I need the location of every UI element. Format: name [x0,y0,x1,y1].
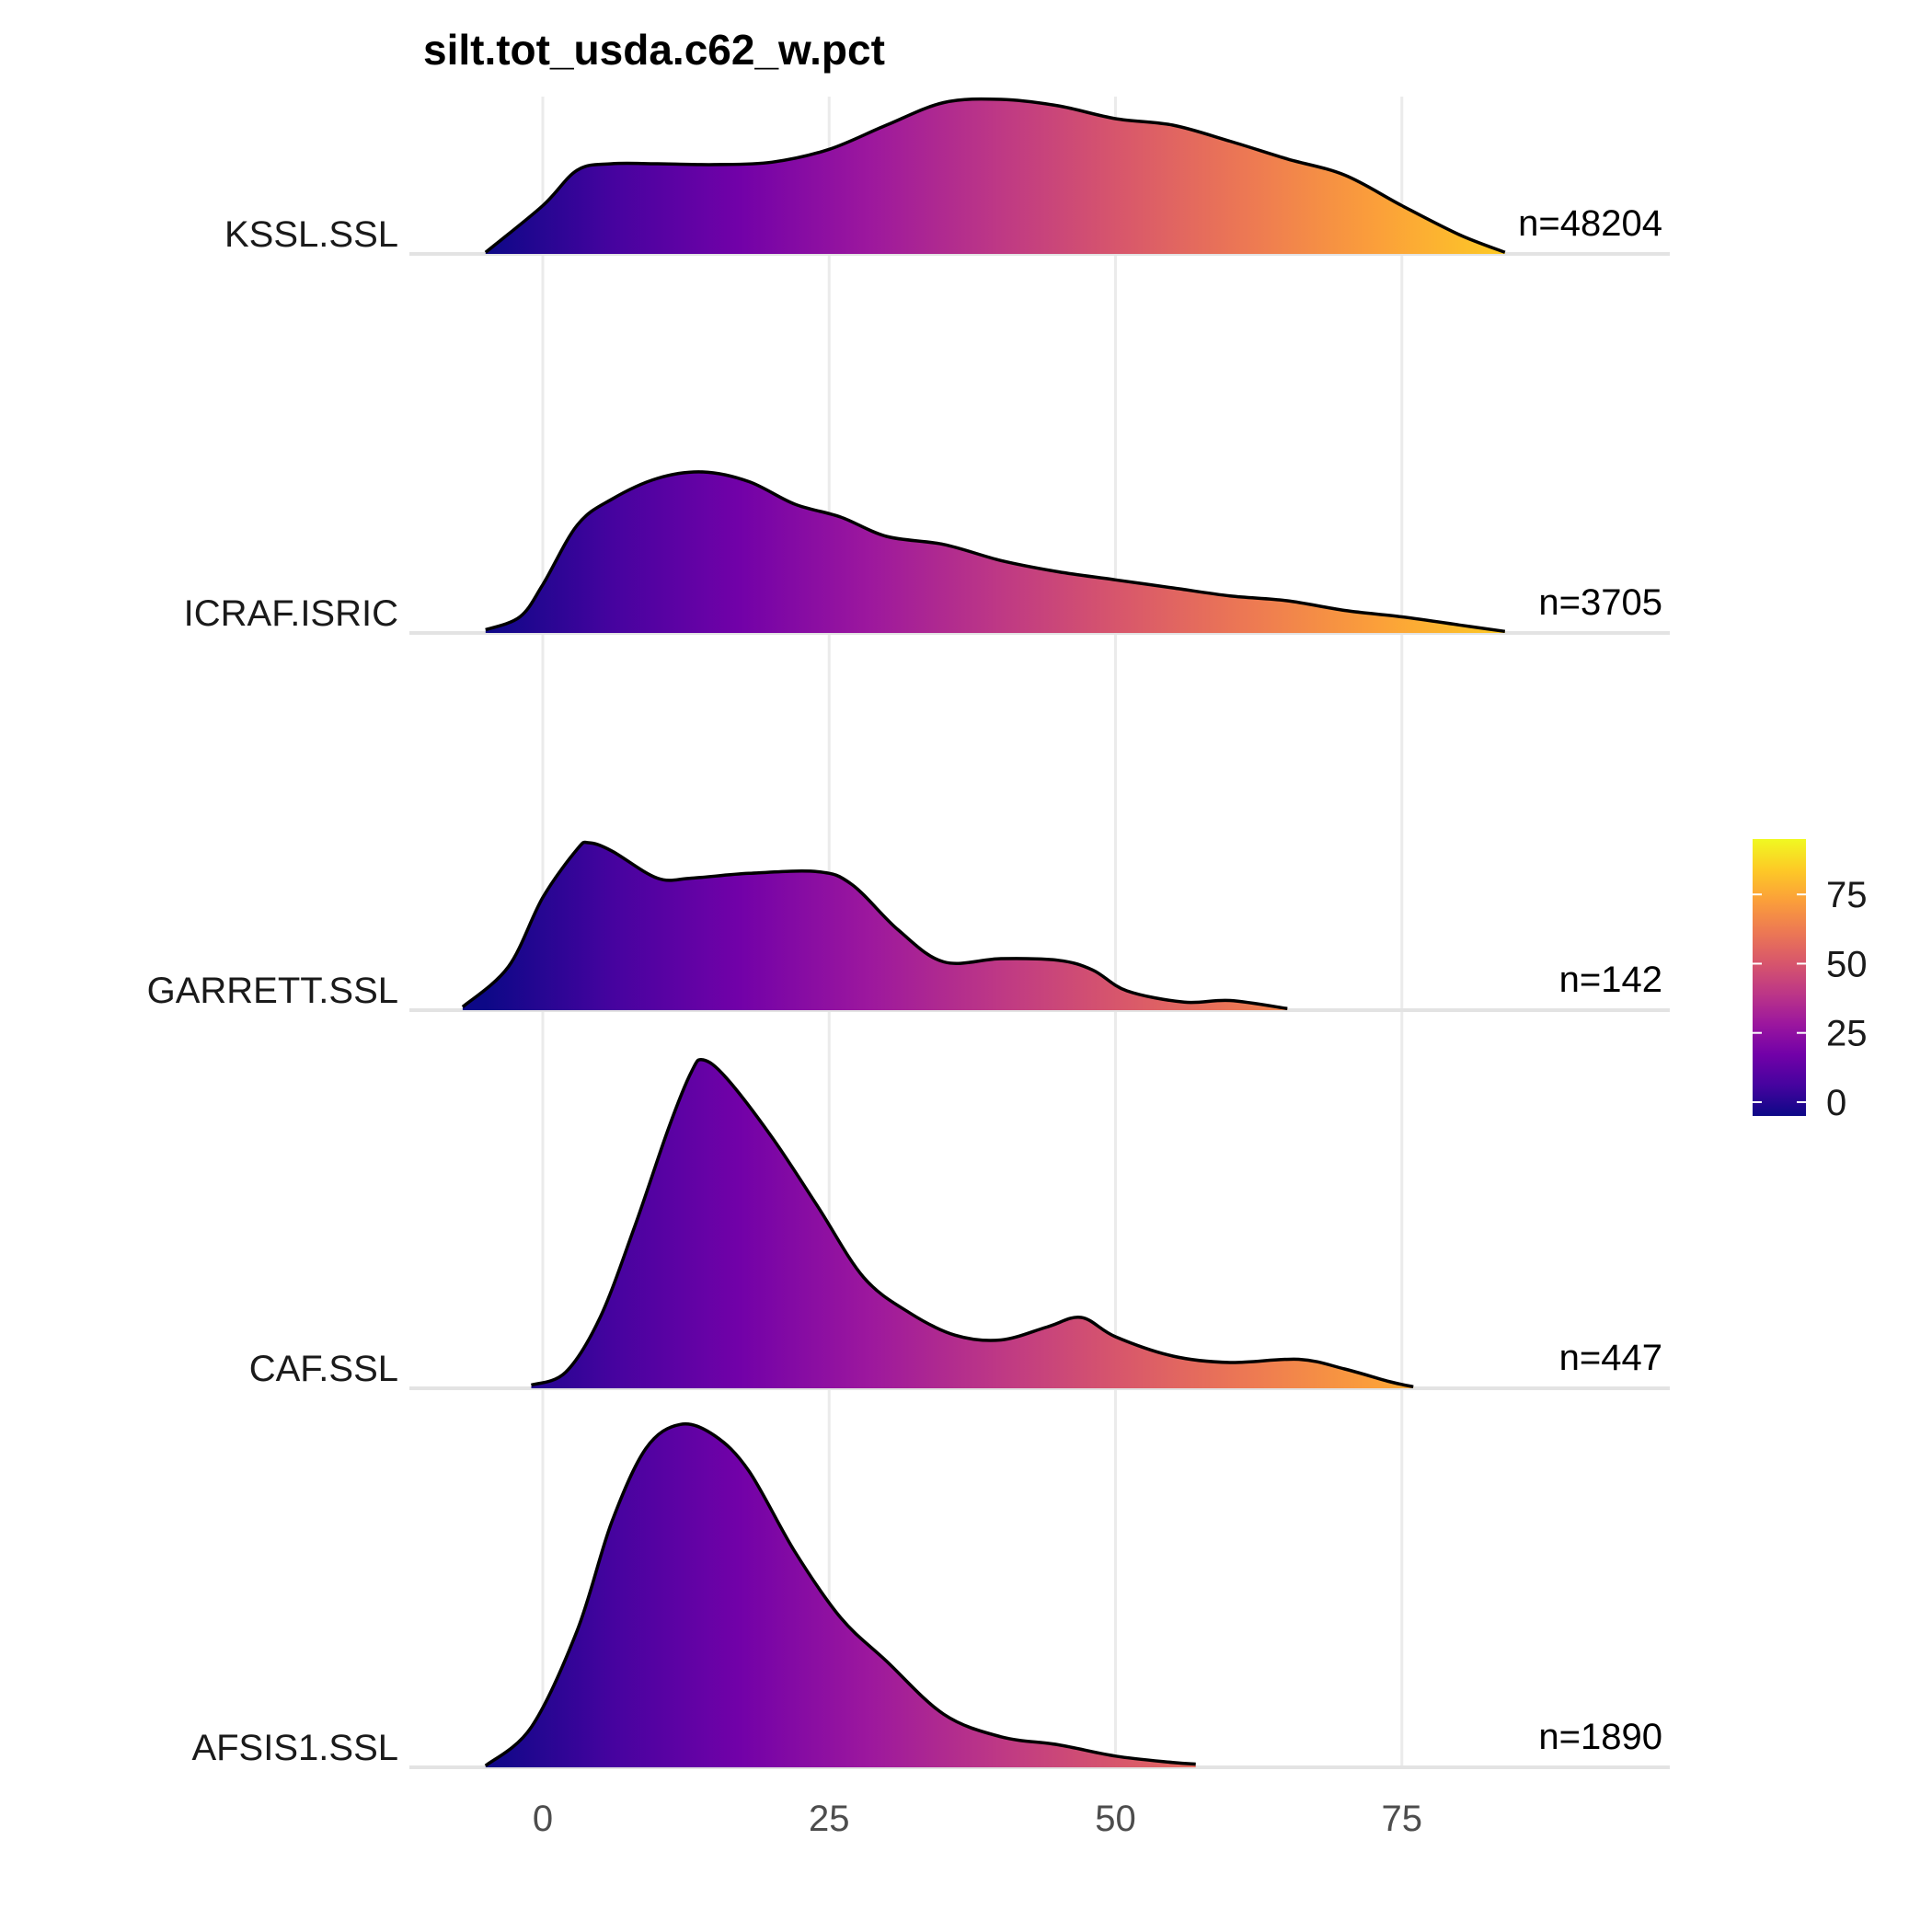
chart-title: silt.tot_usda.c62_w.pct [423,26,885,74]
colorbar-tick-label: 50 [1826,944,1868,984]
ridge-fill [485,471,1505,633]
n-labels: n=48204 n=3705 n=142 n=447 n=1890 [1518,203,1662,1757]
n-label: n=48204 [1518,203,1662,244]
y-label: AFSIS1.SSL [191,1728,398,1768]
x-tick-label: 25 [809,1799,850,1839]
y-label: ICRAF.ISRIC [184,593,398,634]
ridge-fill [485,1423,1196,1767]
ridge-caf-ssl [409,1057,1670,1390]
ridge-fill [462,842,1288,1010]
colorbar-tick-label: 25 [1826,1014,1868,1054]
ridges [409,97,1670,1769]
colorbar-tick-label: 0 [1826,1083,1846,1123]
n-label: n=3705 [1538,582,1662,623]
ridge-icraf-isric [409,470,1670,635]
colorbar-tick-label: 75 [1826,875,1868,915]
ridge-outline [484,97,1506,254]
n-label: n=142 [1559,960,1662,1000]
x-tick-label: 0 [533,1799,553,1839]
n-label: n=1890 [1538,1717,1662,1757]
ridge-kssl-ssl [409,97,1670,256]
x-axis-ticks: 0 25 50 75 [533,1799,1422,1839]
colorbar: 0 25 50 75 [1753,839,1868,1123]
y-axis-labels: KSSL.SSL ICRAF.ISRIC GARRETT.SSL CAF.SSL AFS… [147,214,398,1768]
ridge-outline [485,470,1506,634]
ridge-garrett-ssl [409,840,1670,1012]
y-label: CAF.SSL [249,1349,398,1389]
x-tick-label: 75 [1382,1799,1423,1839]
ridge-afsis1-ssl [409,1422,1670,1769]
ridge-outline [461,840,1288,1011]
x-tick-label: 50 [1095,1799,1136,1839]
colorbar-gradient [1753,839,1806,1116]
ridge-outline [530,1057,1414,1389]
ridge-fill [531,1059,1414,1388]
ridge-fill [485,98,1505,254]
ridge-outline [484,1422,1196,1767]
y-label: KSSL.SSL [224,214,398,255]
y-label: GARRETT.SSL [147,971,398,1011]
n-label: n=447 [1559,1338,1662,1378]
